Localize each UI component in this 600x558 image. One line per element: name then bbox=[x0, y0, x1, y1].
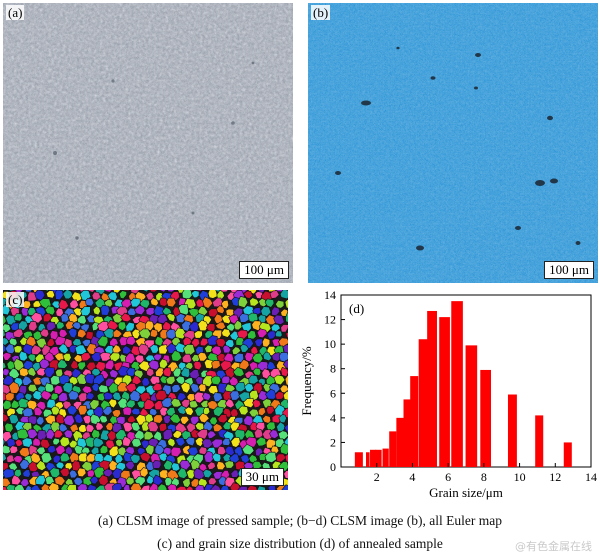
panel-b-image bbox=[308, 3, 598, 283]
y-tick-label: 14 bbox=[324, 288, 336, 302]
histogram-bar bbox=[507, 394, 517, 467]
panel-a-micrograph: (a) 100 μm bbox=[3, 3, 293, 283]
histogram-bar bbox=[375, 449, 382, 467]
histogram-bar bbox=[535, 415, 544, 467]
x-tick-label: 12 bbox=[549, 470, 561, 484]
histogram-bar bbox=[370, 449, 377, 467]
histogram-bar bbox=[451, 301, 463, 467]
euler-grains bbox=[3, 290, 288, 490]
panel-a-scale-bar: 100 μm bbox=[239, 261, 289, 279]
y-tick-label: 6 bbox=[330, 386, 336, 400]
figure-caption-line-1: (a) CLSM image of pressed sample; (b−d) … bbox=[98, 513, 502, 528]
histogram-bar bbox=[439, 317, 450, 467]
panel-b-scale-bar: 100 μm bbox=[544, 261, 594, 279]
y-axis-label: Frequency/% bbox=[299, 346, 314, 415]
x-tick-label: 10 bbox=[514, 470, 526, 484]
panel-a-label: (a) bbox=[6, 5, 25, 20]
panel-a-image bbox=[3, 3, 293, 283]
x-tick-label: 2 bbox=[374, 470, 380, 484]
grain-size-chart: 2 4 6 8 10 12 14 0 2 4 6 8 10 12 14 Frequency/% Grain… bbox=[299, 288, 597, 500]
histogram-bar bbox=[427, 310, 437, 467]
histogram-bar bbox=[480, 369, 491, 467]
watermark: @有色金属在线 bbox=[515, 540, 592, 553]
histogram-bar bbox=[410, 376, 419, 467]
histogram-bar bbox=[418, 339, 428, 467]
y-tick-label: 2 bbox=[330, 435, 336, 449]
histogram-bar bbox=[382, 448, 389, 467]
x-tick-label: 8 bbox=[481, 470, 487, 484]
y-tick-label: 10 bbox=[324, 337, 336, 351]
x-tick-label: 4 bbox=[409, 470, 415, 484]
y-tick-label: 8 bbox=[330, 362, 336, 376]
histogram-bar bbox=[396, 417, 404, 467]
panel-d-histogram: 2 4 6 8 10 12 14 0 2 4 6 8 10 12 14 Frequency/% Grain… bbox=[297, 287, 600, 509]
x-tick-label: 6 bbox=[445, 470, 451, 484]
panel-d-label: (d) bbox=[349, 301, 364, 316]
figure-caption-line-2: (c) and grain size distribution (d) of a… bbox=[157, 536, 443, 551]
panel-b-label: (b) bbox=[311, 5, 331, 20]
histogram-bar bbox=[563, 442, 572, 467]
y-tick-label: 0 bbox=[330, 460, 336, 474]
panel-b-micrograph: (b) 100 μm bbox=[308, 3, 598, 283]
panel-c-label: (c) bbox=[6, 292, 25, 307]
histogram-bar bbox=[465, 345, 478, 467]
y-tick-label: 12 bbox=[324, 313, 336, 327]
panel-c-euler-map: (c) 30 μm bbox=[3, 290, 288, 490]
histogram-bar bbox=[403, 399, 411, 467]
histogram-bar bbox=[389, 431, 397, 467]
histogram-bar bbox=[366, 452, 370, 467]
x-tick-label: 14 bbox=[585, 470, 597, 484]
panel-c-image bbox=[3, 290, 288, 490]
histogram-bar bbox=[354, 452, 363, 467]
y-tick-label: 4 bbox=[330, 411, 336, 425]
x-axis-label: Grain size/μm bbox=[429, 485, 503, 500]
panel-c-scale-bar: 30 μm bbox=[240, 468, 284, 486]
